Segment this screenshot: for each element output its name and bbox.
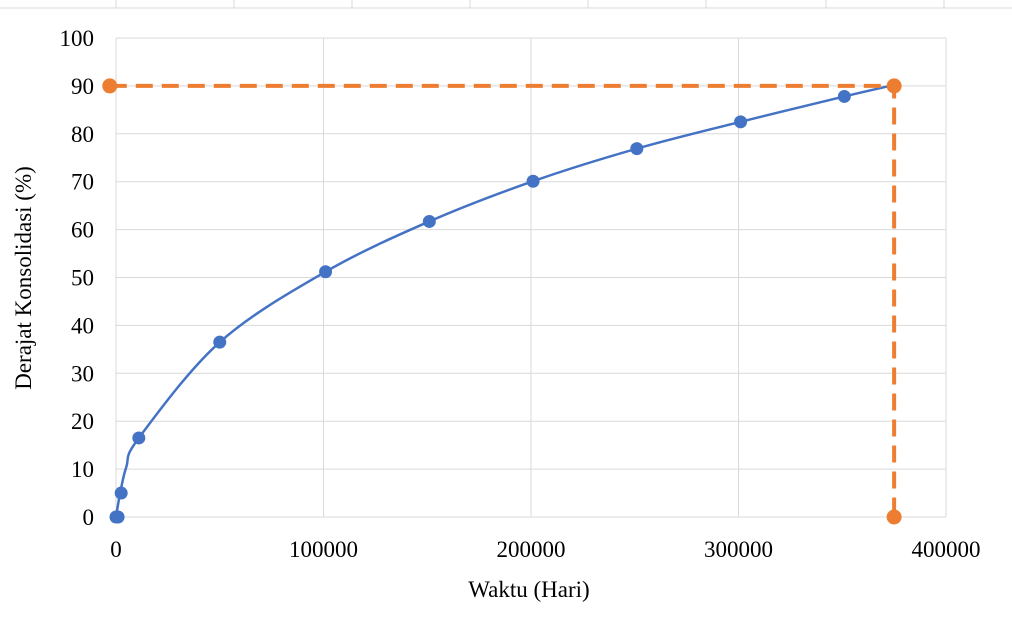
reference-point: [102, 78, 118, 94]
data-point: [319, 265, 333, 279]
y-tick-label: 60: [71, 218, 94, 243]
x-tick-label: 300000: [704, 537, 773, 562]
data-point: [114, 486, 128, 500]
reference-point: [886, 78, 902, 94]
data-point: [630, 142, 644, 156]
y-tick-label: 30: [71, 361, 94, 386]
data-point: [213, 335, 227, 349]
y-tick-label: 70: [71, 170, 94, 195]
data-point: [422, 214, 436, 228]
reference-dashed-line: [109, 83, 897, 517]
reference-line-layer: [109, 83, 897, 517]
reference-point: [886, 509, 902, 525]
y-tick-label: 100: [60, 26, 95, 51]
data-points-layer: [102, 78, 902, 525]
y-tick-label: 50: [71, 266, 94, 291]
y-tick-label: 80: [71, 122, 94, 147]
y-tick-label: 0: [83, 505, 95, 530]
grid-lines: [115, 37, 947, 518]
y-tick-label: 20: [71, 409, 94, 434]
y-tick-label: 90: [71, 74, 94, 99]
x-tick-label: 0: [110, 537, 122, 562]
data-point: [526, 174, 540, 188]
x-axis-title: Waktu (Hari): [468, 577, 589, 602]
data-point: [734, 115, 748, 129]
y-tick-label: 40: [71, 313, 94, 338]
x-tick-labels: 0 100000 200000 300000 400000: [110, 537, 980, 562]
data-point: [837, 89, 851, 103]
y-tick-labels: 0 10 20 30 40 50 60 70 80 90 100: [60, 26, 95, 530]
x-tick-label: 400000: [912, 537, 981, 562]
data-point: [111, 510, 125, 524]
data-point: [132, 431, 146, 445]
x-tick-label: 200000: [497, 537, 566, 562]
top-axis-fragment: [0, 0, 1012, 9]
y-tick-label: 10: [71, 457, 94, 482]
trendline-layer: [114, 83, 895, 518]
y-axis-title: Derajat Konsolidasi (%): [11, 166, 36, 390]
x-tick-label: 100000: [289, 537, 358, 562]
trendline-curve: [114, 83, 895, 518]
